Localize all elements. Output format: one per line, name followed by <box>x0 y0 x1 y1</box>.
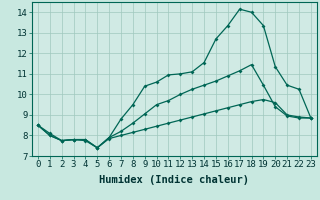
X-axis label: Humidex (Indice chaleur): Humidex (Indice chaleur) <box>100 175 249 185</box>
